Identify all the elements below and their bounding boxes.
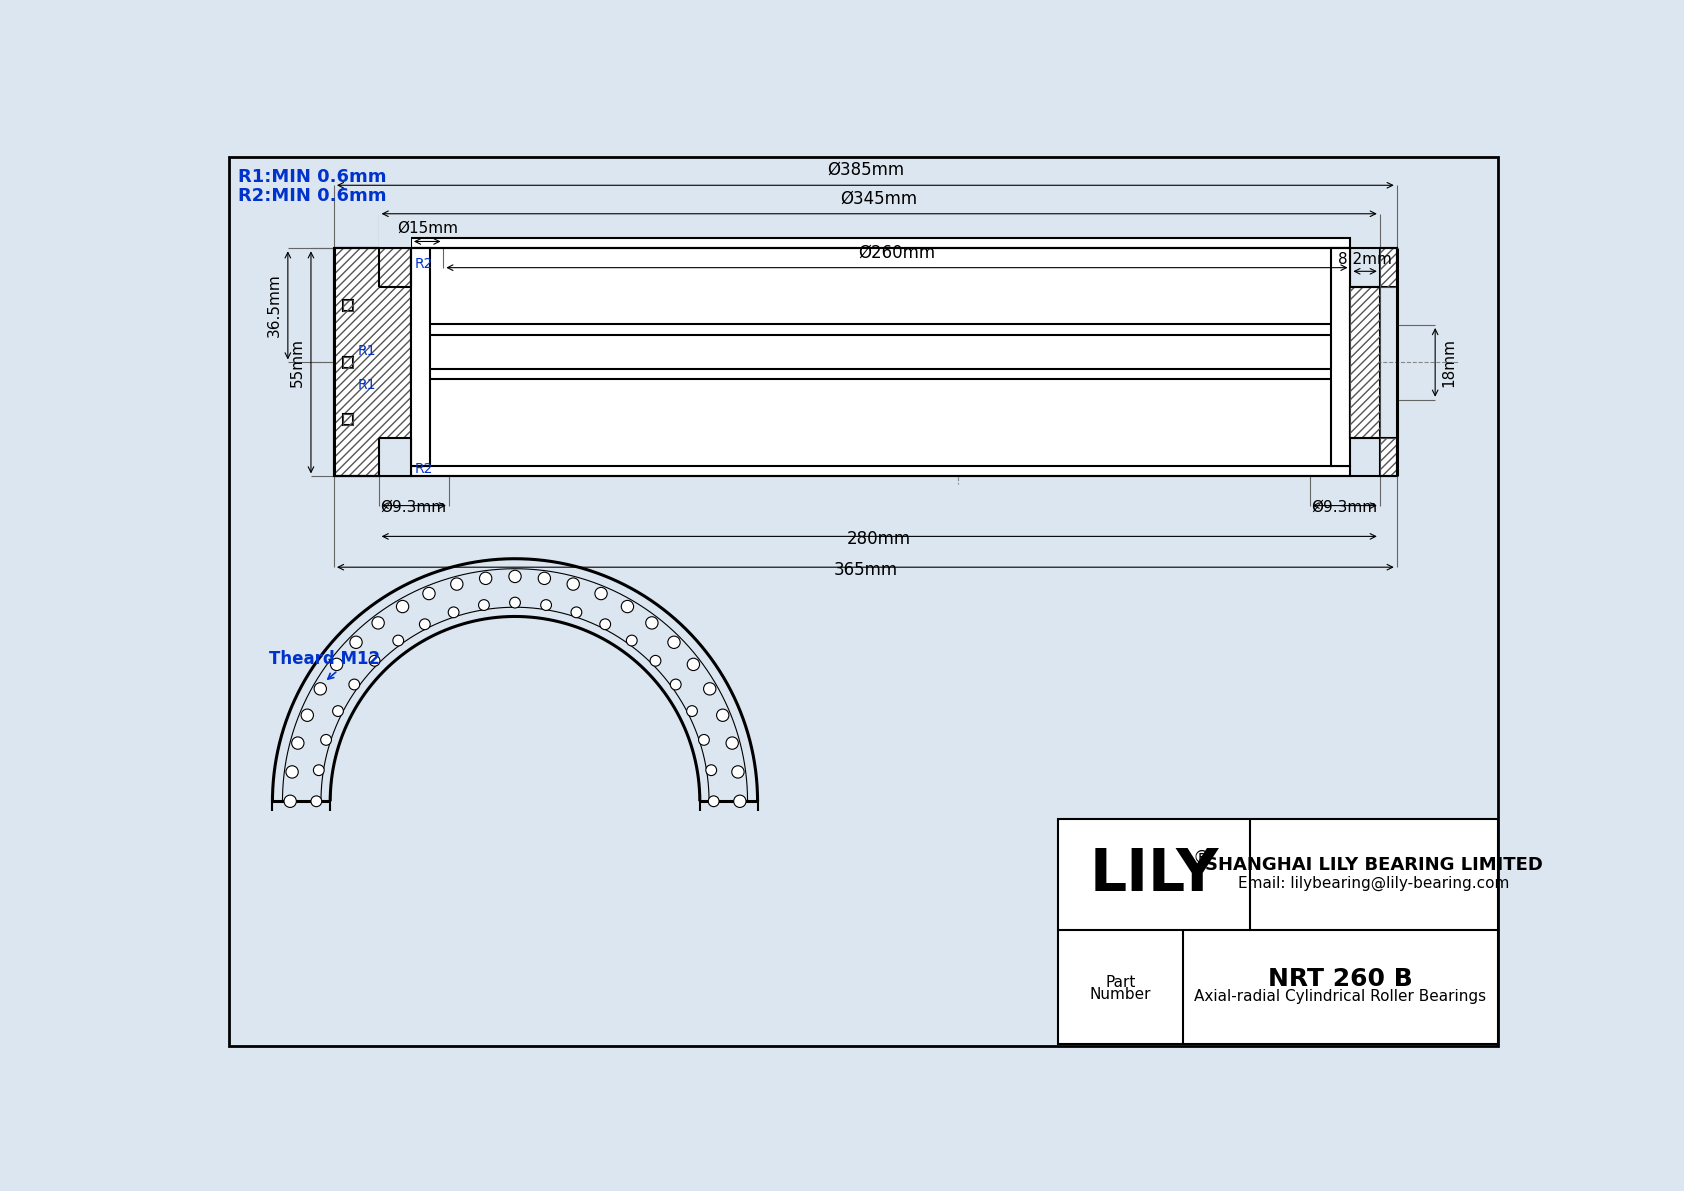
- Text: R2: R2: [414, 257, 433, 270]
- Bar: [411, 368, 1351, 379]
- Text: 280mm: 280mm: [847, 530, 911, 548]
- Text: 55mm: 55mm: [290, 338, 305, 387]
- Bar: [342, 357, 354, 368]
- Circle shape: [286, 766, 298, 778]
- Bar: [1379, 438, 1396, 476]
- Text: Email: lilybearing@lily-bearing.com: Email: lilybearing@lily-bearing.com: [1238, 877, 1509, 891]
- Circle shape: [645, 617, 658, 629]
- Circle shape: [699, 735, 709, 746]
- Circle shape: [687, 659, 699, 671]
- Circle shape: [510, 597, 520, 607]
- Bar: [411, 324, 1351, 335]
- Circle shape: [480, 572, 492, 585]
- Text: LILY: LILY: [1090, 846, 1219, 903]
- Text: 36.5mm: 36.5mm: [266, 274, 281, 337]
- Circle shape: [709, 796, 719, 806]
- Circle shape: [571, 607, 581, 618]
- Text: Theard M12: Theard M12: [269, 650, 379, 668]
- Text: Ø9.3mm: Ø9.3mm: [1312, 499, 1378, 515]
- Circle shape: [704, 682, 716, 696]
- Text: 18mm: 18mm: [1442, 338, 1457, 387]
- Bar: [1379, 249, 1396, 287]
- Bar: [333, 249, 411, 476]
- Text: Ø9.3mm: Ø9.3mm: [381, 499, 446, 515]
- Text: R1: R1: [357, 344, 376, 357]
- Circle shape: [301, 709, 313, 722]
- Circle shape: [451, 578, 463, 591]
- Text: R1:MIN 0.6mm: R1:MIN 0.6mm: [237, 168, 386, 186]
- Circle shape: [369, 655, 381, 666]
- Bar: [342, 357, 354, 368]
- Bar: [1379, 438, 1396, 476]
- Text: Ø15mm: Ø15mm: [397, 220, 458, 236]
- Bar: [342, 414, 354, 425]
- Circle shape: [423, 587, 434, 600]
- Circle shape: [706, 765, 717, 775]
- Text: R2:MIN 0.6mm: R2:MIN 0.6mm: [237, 187, 386, 205]
- Circle shape: [734, 796, 746, 807]
- Circle shape: [594, 587, 608, 600]
- Circle shape: [568, 578, 579, 591]
- Bar: [1058, 819, 1497, 1043]
- Circle shape: [419, 619, 429, 630]
- Circle shape: [726, 737, 738, 749]
- Bar: [411, 466, 1351, 476]
- Bar: [342, 300, 354, 311]
- Circle shape: [291, 737, 305, 749]
- Circle shape: [396, 600, 409, 612]
- Circle shape: [350, 636, 362, 648]
- Circle shape: [733, 766, 744, 778]
- Bar: [318, 233, 1413, 492]
- Text: Number: Number: [1090, 987, 1152, 1002]
- Circle shape: [687, 706, 697, 717]
- Bar: [379, 210, 411, 249]
- Bar: [1379, 249, 1396, 287]
- Circle shape: [285, 796, 296, 807]
- Bar: [411, 249, 431, 466]
- Text: Ø345mm: Ø345mm: [840, 189, 918, 207]
- Text: Axial-radial Cylindrical Roller Bearings: Axial-radial Cylindrical Roller Bearings: [1194, 989, 1487, 1004]
- Bar: [342, 300, 354, 311]
- Circle shape: [320, 735, 332, 746]
- Text: R2: R2: [414, 462, 433, 475]
- Bar: [379, 438, 411, 476]
- Circle shape: [313, 765, 325, 775]
- Circle shape: [626, 635, 637, 646]
- Circle shape: [392, 635, 404, 646]
- Circle shape: [509, 570, 520, 582]
- Circle shape: [448, 607, 460, 618]
- Circle shape: [372, 617, 384, 629]
- Bar: [333, 249, 411, 476]
- Text: ®: ®: [1192, 848, 1211, 867]
- Circle shape: [349, 679, 360, 690]
- Circle shape: [669, 636, 680, 648]
- Bar: [1332, 249, 1351, 466]
- Circle shape: [600, 619, 611, 630]
- Circle shape: [312, 796, 322, 806]
- Text: R1: R1: [357, 379, 376, 393]
- Bar: [1351, 287, 1379, 438]
- Circle shape: [315, 682, 327, 696]
- Circle shape: [539, 572, 551, 585]
- Circle shape: [541, 599, 551, 611]
- Text: Part: Part: [1105, 974, 1135, 990]
- Bar: [342, 414, 354, 425]
- Text: 365mm: 365mm: [834, 561, 898, 579]
- Circle shape: [333, 706, 344, 717]
- Text: NRT 260 B: NRT 260 B: [1268, 967, 1413, 991]
- Circle shape: [478, 599, 490, 611]
- Text: Ø385mm: Ø385mm: [827, 161, 904, 179]
- Circle shape: [717, 709, 729, 722]
- Bar: [1351, 287, 1379, 438]
- Circle shape: [621, 600, 633, 612]
- Circle shape: [670, 679, 680, 690]
- Circle shape: [650, 655, 660, 666]
- Bar: [411, 238, 1351, 249]
- Text: Ø260mm: Ø260mm: [859, 243, 936, 262]
- Text: 8.2mm: 8.2mm: [1339, 251, 1393, 267]
- Text: SHANGHAI LILY BEARING LIMITED: SHANGHAI LILY BEARING LIMITED: [1206, 856, 1543, 874]
- Circle shape: [330, 659, 344, 671]
- Bar: [431, 249, 1332, 466]
